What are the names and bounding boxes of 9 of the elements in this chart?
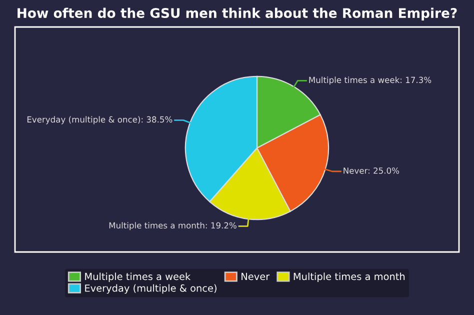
data-label: Multiple times a month: 19.2% [109, 222, 236, 230]
legend-label: Never [242, 272, 270, 280]
chart-title: How often do the GSU men think about the Roman Empire? [18, 8, 457, 21]
data-label: Everyday (multiple & once): 38.5% [27, 116, 172, 124]
legend-label: Multiple times a month [294, 272, 405, 282]
data-label: Multiple times a week: 17.3% [309, 76, 432, 85]
legend-label: Everyday (multiple & once) [85, 284, 216, 294]
data-label: Never: 25.0% [344, 167, 400, 174]
legend-label: Multiple times a week [85, 272, 191, 282]
